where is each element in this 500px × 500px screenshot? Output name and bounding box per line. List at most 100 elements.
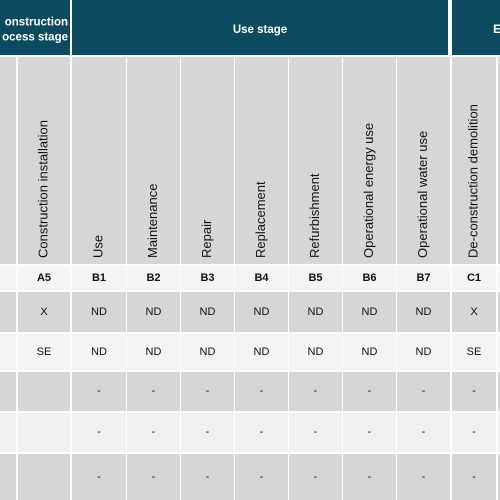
cell-bg bbox=[72, 57, 126, 264]
cell-bg bbox=[343, 413, 396, 452]
cell-bg bbox=[452, 413, 496, 452]
cell-bg bbox=[72, 413, 126, 452]
cell-value: - bbox=[152, 385, 156, 397]
cell-bg bbox=[127, 413, 180, 452]
cell-value: - bbox=[422, 426, 426, 438]
cell-bg bbox=[127, 334, 180, 370]
module-code: B7 bbox=[416, 272, 430, 284]
cell-value: ND bbox=[91, 306, 107, 318]
cell-value: X bbox=[470, 306, 478, 318]
cell-bg bbox=[343, 334, 396, 370]
cell-bg bbox=[18, 334, 70, 370]
cell-bg bbox=[289, 57, 342, 264]
cell-value: - bbox=[422, 385, 426, 397]
column-name: Construction installation bbox=[35, 120, 50, 258]
cell-bg bbox=[181, 334, 234, 370]
cell-bg bbox=[181, 454, 234, 500]
cell-bg bbox=[289, 292, 342, 332]
cell-bg bbox=[498, 372, 500, 411]
cell-bg bbox=[235, 454, 288, 500]
cell-bg bbox=[181, 372, 234, 411]
cell-bg bbox=[397, 372, 450, 411]
cell-value: ND bbox=[200, 306, 216, 318]
column-name: Operational energy use bbox=[361, 123, 376, 258]
cell-bg bbox=[18, 372, 70, 411]
cell-value: ND bbox=[254, 306, 270, 318]
cell-value: - bbox=[152, 471, 156, 483]
cell-bg bbox=[498, 454, 500, 500]
cell-bg bbox=[72, 454, 126, 500]
cell-bg bbox=[397, 266, 450, 290]
cell-bg bbox=[235, 266, 288, 290]
cell-value: - bbox=[368, 426, 372, 438]
cell-value: - bbox=[368, 471, 372, 483]
cell-bg bbox=[18, 292, 70, 332]
cell-value: ND bbox=[200, 346, 216, 358]
header-cell bbox=[452, 0, 500, 55]
cell-bg bbox=[0, 372, 16, 411]
module-code: B5 bbox=[308, 272, 322, 284]
cell-value: - bbox=[97, 385, 101, 397]
cell-bg bbox=[343, 372, 396, 411]
cell-bg bbox=[127, 292, 180, 332]
cell-bg bbox=[289, 372, 342, 411]
cell-bg bbox=[289, 413, 342, 452]
cell-bg bbox=[289, 266, 342, 290]
cell-value: - bbox=[206, 385, 210, 397]
cell-bg bbox=[18, 266, 70, 290]
cell-bg bbox=[452, 454, 496, 500]
cell-value: - bbox=[472, 426, 476, 438]
column-name: Repair bbox=[199, 219, 214, 258]
cell-bg bbox=[18, 413, 70, 452]
cell-bg bbox=[127, 57, 180, 264]
cell-bg bbox=[127, 372, 180, 411]
cell-bg bbox=[452, 372, 496, 411]
header-label: ocess stage bbox=[2, 32, 68, 44]
cell-bg bbox=[235, 292, 288, 332]
cell-bg bbox=[18, 454, 70, 500]
cell-value: ND bbox=[416, 346, 432, 358]
cell-bg bbox=[0, 57, 16, 264]
column-name: De-construction demolition bbox=[465, 104, 480, 258]
cell-value: - bbox=[472, 471, 476, 483]
cell-bg bbox=[181, 266, 234, 290]
cell-value: - bbox=[97, 426, 101, 438]
cell-bg bbox=[397, 292, 450, 332]
header-cell bbox=[0, 0, 70, 55]
cell-value: ND bbox=[254, 346, 270, 358]
cell-bg bbox=[289, 454, 342, 500]
cell-value: SE bbox=[467, 346, 482, 358]
cell-bg bbox=[127, 454, 180, 500]
module-code: B2 bbox=[146, 272, 160, 284]
cell-bg bbox=[127, 266, 180, 290]
cell-value: SE bbox=[37, 346, 52, 358]
cell-value: - bbox=[422, 471, 426, 483]
cell-bg bbox=[72, 266, 126, 290]
cell-bg bbox=[72, 292, 126, 332]
cell-value: - bbox=[314, 385, 318, 397]
cell-bg bbox=[0, 454, 16, 500]
cell-value: ND bbox=[91, 346, 107, 358]
column-name: Refurbishment bbox=[307, 173, 322, 258]
cell-bg bbox=[498, 266, 500, 290]
cell-value: ND bbox=[362, 306, 378, 318]
cell-value: ND bbox=[416, 306, 432, 318]
cell-bg bbox=[452, 334, 496, 370]
cell-value: - bbox=[314, 426, 318, 438]
cell-bg bbox=[72, 372, 126, 411]
cell-value: ND bbox=[146, 346, 162, 358]
cell-value: - bbox=[472, 385, 476, 397]
cell-bg bbox=[289, 334, 342, 370]
cell-bg bbox=[498, 413, 500, 452]
cell-value: - bbox=[206, 471, 210, 483]
cell-value: ND bbox=[146, 306, 162, 318]
module-code: C1 bbox=[467, 272, 481, 284]
cell-bg bbox=[0, 266, 16, 290]
cell-bg bbox=[181, 57, 234, 264]
cell-bg bbox=[343, 57, 396, 264]
cell-bg bbox=[498, 334, 500, 370]
cell-value: - bbox=[97, 471, 101, 483]
module-code: B6 bbox=[362, 272, 376, 284]
cell-bg bbox=[235, 57, 288, 264]
